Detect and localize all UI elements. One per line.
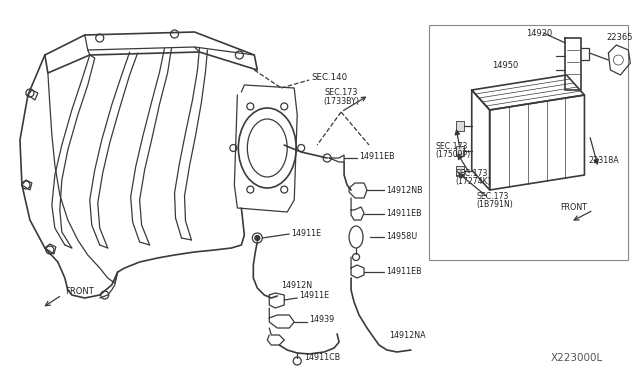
Text: (1733BY): (1733BY) <box>323 96 359 106</box>
Text: SEC.173: SEC.173 <box>436 141 468 151</box>
Text: (17509P): (17509P) <box>436 150 471 158</box>
Text: 14911E: 14911E <box>291 228 321 237</box>
Bar <box>456 146 464 156</box>
Text: 14950: 14950 <box>492 61 518 70</box>
Text: 14911EB: 14911EB <box>359 151 395 160</box>
Text: SEC.173: SEC.173 <box>324 87 358 96</box>
Text: 14911E: 14911E <box>300 292 330 301</box>
Text: SEC.173: SEC.173 <box>456 169 488 177</box>
Circle shape <box>255 235 260 241</box>
Text: 14958U: 14958U <box>386 231 417 241</box>
Text: 14912NB: 14912NB <box>386 186 422 195</box>
Bar <box>429 25 628 260</box>
Text: 14939: 14939 <box>309 315 335 324</box>
Text: 22365: 22365 <box>606 32 633 42</box>
Text: FRONT: FRONT <box>561 202 588 212</box>
Text: (17274K): (17274K) <box>456 176 492 186</box>
Text: SEC.173: SEC.173 <box>477 192 509 201</box>
Text: X223000L: X223000L <box>550 353 603 363</box>
Bar <box>456 121 464 131</box>
Text: 14920: 14920 <box>525 29 552 38</box>
Bar <box>456 166 464 176</box>
Text: 14912NA: 14912NA <box>389 330 426 340</box>
Text: 22318A: 22318A <box>588 155 619 164</box>
Text: SEC.140: SEC.140 <box>311 73 348 81</box>
Text: 14911EB: 14911EB <box>386 208 422 218</box>
Text: 14911CB: 14911CB <box>304 353 340 362</box>
Text: 14912N: 14912N <box>281 280 312 289</box>
Text: FRONT: FRONT <box>65 288 93 296</box>
Text: (1B791N): (1B791N) <box>477 199 513 208</box>
Text: 14911EB: 14911EB <box>386 266 422 276</box>
